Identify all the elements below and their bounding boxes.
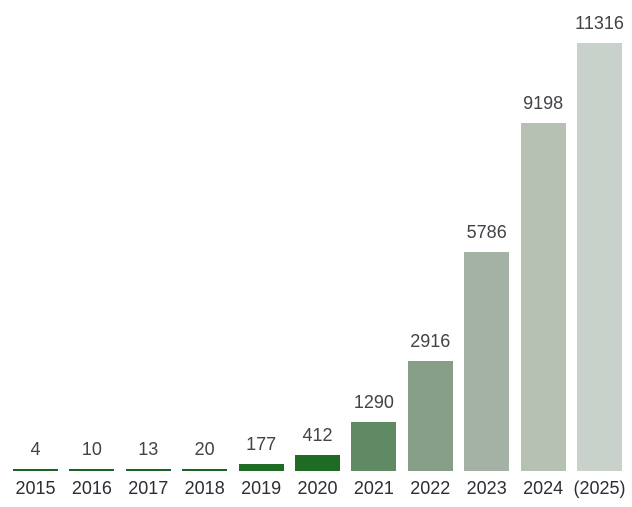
bar-category-label-2016: 2016 (71, 478, 112, 498)
bar-category-label-2023: 2023 (466, 478, 507, 498)
bar-value-label-2018: 20 (194, 439, 215, 459)
bar-value-label-2024: 9198 (523, 93, 564, 113)
bar-category-label-2024: 2024 (523, 478, 564, 498)
bar-value-label-2025: 11316 (575, 13, 624, 33)
bar-2023 (464, 252, 509, 471)
bar-2018 (182, 469, 227, 471)
bar-value-label-2023: 5786 (466, 222, 507, 242)
bar-category-label-2017: 2017 (128, 478, 169, 498)
bar-2025 (577, 43, 622, 471)
bar-value-label-2020: 412 (302, 425, 333, 445)
bar-category-label-2025: (2025) (573, 478, 626, 498)
bar-2017 (126, 469, 171, 471)
bar-value-label-2022: 2916 (410, 331, 451, 351)
bar-2024 (521, 123, 566, 471)
bar-category-label-2015: 2015 (15, 478, 56, 498)
bar-category-label-2022: 2022 (410, 478, 451, 498)
bar-2020 (295, 455, 340, 471)
bar-value-label-2015: 4 (30, 439, 41, 459)
bar-category-label-2018: 2018 (184, 478, 225, 498)
bar-2016 (69, 469, 114, 471)
bar-2019 (239, 464, 284, 471)
bar-category-label-2021: 2021 (353, 478, 394, 498)
bar-2022 (408, 361, 453, 471)
bar-category-label-2019: 2019 (241, 478, 282, 498)
bar-value-label-2019: 177 (246, 434, 277, 454)
bar-value-label-2021: 1290 (353, 392, 394, 412)
bar-value-label-2017: 13 (138, 439, 159, 459)
bar-category-label-2020: 2020 (297, 478, 338, 498)
bar-2015 (13, 469, 58, 471)
bar-value-label-2016: 10 (81, 439, 102, 459)
bar-2021 (351, 422, 396, 471)
